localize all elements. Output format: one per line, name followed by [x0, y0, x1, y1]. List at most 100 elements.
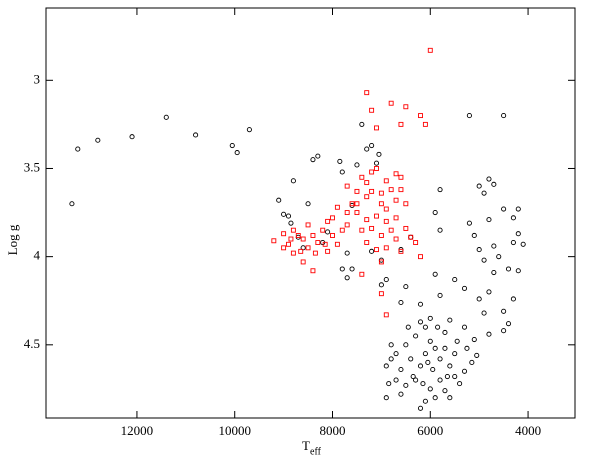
data-point [393, 236, 399, 242]
data-point [476, 183, 482, 189]
data-point [427, 386, 433, 392]
data-point [354, 201, 360, 207]
data-point [315, 153, 321, 159]
data-point [325, 229, 331, 235]
y-tick-label: 4.5 [24, 336, 40, 351]
data-point [442, 388, 448, 394]
data-point [388, 187, 394, 193]
data-point [325, 248, 331, 254]
data-point [403, 201, 409, 207]
data-point [337, 158, 343, 164]
data-point [378, 233, 384, 238]
data-point [435, 324, 441, 330]
data-point [486, 289, 492, 295]
data-point [427, 315, 433, 321]
data-point [334, 204, 340, 210]
data-point [420, 381, 426, 387]
data-point [339, 266, 345, 272]
data-point [437, 227, 443, 233]
data-point [344, 222, 350, 228]
data-point [520, 241, 526, 247]
data-point [442, 345, 448, 351]
data-point [359, 227, 365, 233]
data-point [305, 245, 311, 251]
data-point [413, 377, 419, 383]
data-point [403, 342, 409, 348]
data-point [469, 359, 475, 366]
y-tick-label: 3.5 [24, 159, 40, 174]
data-point [290, 227, 296, 233]
data-point [364, 180, 370, 186]
data-point [413, 333, 419, 339]
data-point [452, 277, 458, 283]
data-point [486, 217, 492, 223]
data-point [403, 382, 409, 388]
data-point [369, 225, 375, 231]
data-point [364, 194, 370, 200]
data-point [322, 241, 328, 247]
data-point [474, 352, 480, 358]
data-point [354, 210, 360, 216]
data-point [312, 250, 318, 256]
data-point [288, 220, 294, 226]
data-point [305, 201, 311, 207]
data-point [486, 331, 492, 337]
data-point [378, 259, 384, 265]
data-point [334, 241, 340, 247]
data-point [330, 215, 335, 221]
data-point [383, 218, 389, 224]
data-point [320, 227, 326, 233]
data-point [271, 238, 277, 244]
data-point [515, 268, 521, 274]
data-point [432, 395, 438, 401]
data-point [393, 197, 399, 203]
data-point [310, 268, 316, 274]
data-point [447, 363, 453, 369]
data-point [418, 113, 423, 119]
data-point [422, 351, 428, 357]
data-point [481, 310, 487, 316]
data-point [349, 201, 355, 207]
data-point [430, 366, 436, 373]
data-point [374, 166, 379, 171]
data-point [300, 259, 306, 265]
x-tick-label: 8000 [320, 423, 346, 438]
x-axis-label: T [302, 438, 310, 453]
data-point [369, 169, 375, 175]
data-point [408, 234, 414, 240]
data-point [457, 381, 463, 387]
data-point [496, 254, 502, 260]
data-point [354, 162, 360, 168]
data-point [444, 374, 450, 380]
data-point [398, 391, 404, 397]
data-point [491, 243, 497, 249]
data-point [398, 121, 404, 127]
data-point [374, 125, 379, 131]
data-point [442, 329, 448, 336]
data-point [432, 345, 438, 351]
data-point [388, 356, 394, 362]
data-point [418, 254, 423, 260]
data-point [452, 351, 458, 357]
data-point [386, 381, 392, 387]
data-point [505, 321, 512, 327]
data-point [461, 285, 468, 291]
data-point [510, 215, 516, 221]
data-point [403, 225, 409, 231]
data-point [486, 176, 492, 182]
data-point [374, 213, 379, 219]
data-point [315, 240, 321, 245]
data-point [364, 146, 370, 152]
data-point [461, 368, 468, 374]
x-axis-label-subscript: eff [310, 446, 322, 457]
y-tick-label: 3 [34, 71, 41, 86]
data-point [515, 206, 521, 212]
data-point [229, 142, 235, 149]
data-point [432, 210, 438, 216]
data-point [359, 271, 365, 277]
data-point [398, 248, 404, 254]
data-point [466, 113, 472, 119]
data-point [383, 178, 389, 184]
data-point [422, 398, 428, 404]
